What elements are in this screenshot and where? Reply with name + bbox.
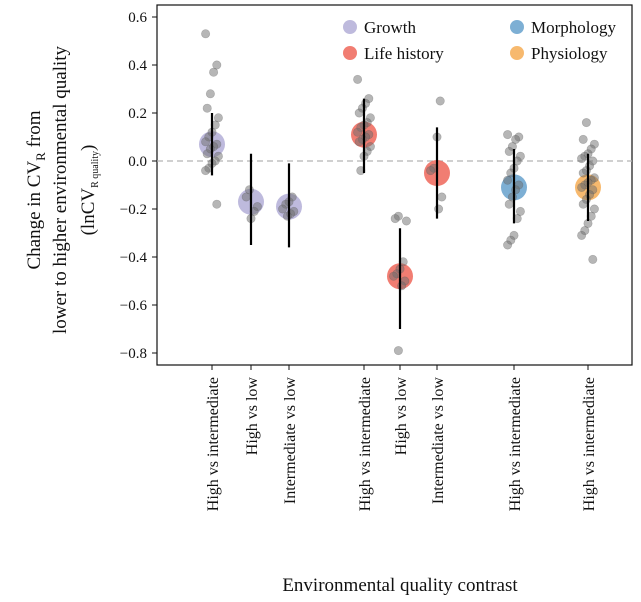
data-point: [435, 96, 445, 106]
legend: Growth Morphology Life history Physiology: [343, 18, 617, 63]
data-point: [241, 192, 251, 202]
data-point: [282, 211, 292, 221]
y-tick-label: −0.6: [120, 298, 148, 314]
data-point: [354, 137, 364, 147]
y-tick-label: 0.6: [128, 10, 147, 26]
x-tick-label: High vs low: [244, 377, 261, 456]
data-point: [503, 240, 513, 250]
data-point: [209, 67, 219, 77]
legend-swatch: [343, 20, 357, 34]
x-tick-label: High vs intermediate: [205, 377, 222, 511]
legend-swatch: [510, 46, 524, 60]
data-point: [589, 204, 599, 214]
data-point: [434, 204, 444, 214]
data-point: [390, 214, 400, 224]
data-point: [515, 206, 525, 216]
data-point: [578, 168, 588, 178]
y-axis-title-line2: lower to higher environmental quality: [50, 45, 71, 334]
data-point: [354, 108, 364, 118]
x-tick-label: High vs intermediate: [581, 377, 598, 511]
y-axis-title-line1: Change in CVR from: [24, 110, 48, 269]
y-tick-label: 0.4: [128, 58, 147, 74]
y-tick-label: −0.4: [120, 250, 148, 266]
legend-label: Growth: [364, 18, 416, 37]
data-point: [202, 103, 212, 113]
legend-label: Life history: [364, 44, 444, 63]
data-point: [588, 254, 598, 264]
legend-label: Morphology: [531, 18, 617, 37]
data-point: [201, 29, 211, 39]
x-tick-label: High vs intermediate: [357, 377, 374, 511]
data-point: [213, 113, 223, 123]
y-axis-title: Change in CVR from lower to higher envir…: [24, 45, 101, 334]
data-point: [353, 127, 363, 137]
data-point: [503, 130, 513, 140]
data-point: [353, 74, 363, 84]
data-point: [397, 281, 407, 291]
legend-label: Physiology: [531, 44, 608, 63]
y-tick-label: 0.0: [128, 154, 147, 170]
plot-frame: [156, 4, 633, 366]
data-point: [201, 137, 211, 147]
data-point: [578, 134, 588, 144]
legend-swatch: [510, 20, 524, 34]
x-tick-label: High vs intermediate: [507, 377, 524, 511]
data-point: [205, 89, 215, 99]
data-point: [278, 204, 288, 214]
data-point: [393, 346, 403, 356]
data-point: [201, 166, 211, 176]
x-tick-label: High vs low: [393, 377, 410, 456]
data-point: [389, 271, 399, 281]
data-point: [578, 199, 588, 209]
data-point: [503, 175, 513, 185]
data-point: [401, 216, 411, 226]
data-point: [577, 154, 587, 164]
y-tick-label: −0.2: [120, 202, 147, 218]
data-point: [437, 192, 447, 202]
plot-area: −0.8 −0.6 −0.4 −0.2 0.0 0.2 0.4 0.6 High vs inte…: [120, 4, 633, 511]
legend-swatch: [343, 46, 357, 60]
data-point: [212, 199, 222, 209]
data-point: [504, 146, 514, 156]
data-point: [202, 149, 212, 159]
y-tick-label: −0.8: [120, 346, 147, 362]
data-point: [511, 134, 521, 144]
y-axis-title-line3: (lnCVR quality): [78, 145, 101, 236]
data-point: [577, 182, 587, 192]
data-point: [577, 230, 587, 240]
data-point: [504, 199, 514, 209]
x-axis-title: Environmental quality contrast: [282, 575, 518, 596]
data-point: [426, 166, 436, 176]
data-point: [581, 118, 591, 128]
x-tick-label: Intermediate vs low: [430, 377, 447, 505]
data-point: [212, 60, 222, 70]
y-tick-label: 0.2: [128, 106, 147, 122]
x-tick-label: Intermediate vs low: [282, 377, 299, 505]
